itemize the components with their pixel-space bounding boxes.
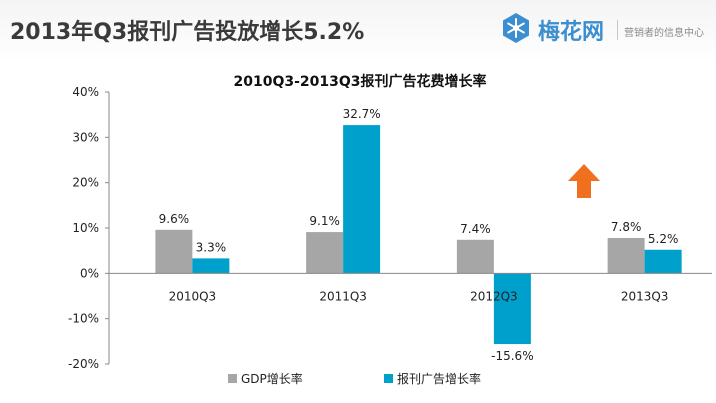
bar-gdp-2012Q3 [456,239,494,274]
x-category-label: 2013Q3 [621,289,669,303]
data-label: 5.2% [648,232,679,246]
snowflake-icon [503,13,529,43]
bar-ad-2010Q3 [192,258,230,274]
y-tick-label: 30% [72,130,99,144]
data-label: 32.7% [343,107,381,121]
legend-label: 报刊广告增长率 [397,371,481,386]
title-band [0,0,716,62]
data-label: 7.4% [460,222,491,236]
legend-label: GDP增长率 [241,371,303,386]
data-label: 3.3% [196,240,227,254]
bars [155,125,682,345]
category-labels: 2010Q3 2011Q3 2012Q3 2013Q3 [169,289,669,303]
data-label: 7.8% [611,220,642,234]
bar-ad-2012Q3 [493,273,531,345]
slide-title: 2013年Q3报刊广告投放增长5.2% [10,20,365,45]
y-tick-label: 0% [80,266,99,280]
up-arrow-icon [568,164,600,198]
x-category-label: 2011Q3 [319,289,367,303]
annotation-layer [568,164,600,198]
legend: GDP增长率 报刊广告增长率 [228,371,481,386]
y-tick-labels: 40% 30% 20% 10% 0% -10% -20% [68,85,99,371]
legend-swatch [384,374,393,383]
y-tick-label: 40% [72,85,99,99]
bar-ad-2011Q3 [343,125,381,274]
data-label: 9.6% [159,212,190,226]
y-tick-label: -20% [68,357,99,371]
y-tick-label: 10% [72,221,99,235]
bar-gdp-2013Q3 [607,237,645,274]
y-tick-label: 20% [72,176,99,190]
brand-tagline: 营销者的信息中心 [624,28,704,39]
chart-title: 2010Q3-2013Q3报刊广告花费增长率 [233,73,486,90]
data-label: -15.6% [491,349,533,363]
x-category-label: 2012Q3 [470,289,518,303]
brand-name: 梅花网 [538,20,605,45]
brand-logo-block: 梅花网 营销者的信息中心 [500,10,710,50]
data-label: 9.1% [309,214,340,228]
axes [105,91,712,365]
legend-swatch [228,374,237,383]
data-labels: 9.6% 3.3% 9.1% 32.7% 7.4% -15.6% 7.8% 5.2% [159,107,679,363]
x-category-label: 2010Q3 [169,289,217,303]
bar-gdp-2011Q3 [306,232,344,274]
y-tick-label: -10% [68,312,99,326]
brand-divider [617,20,618,40]
bar-ad-2013Q3 [644,249,682,274]
bar-gdp-2010Q3 [155,229,193,274]
